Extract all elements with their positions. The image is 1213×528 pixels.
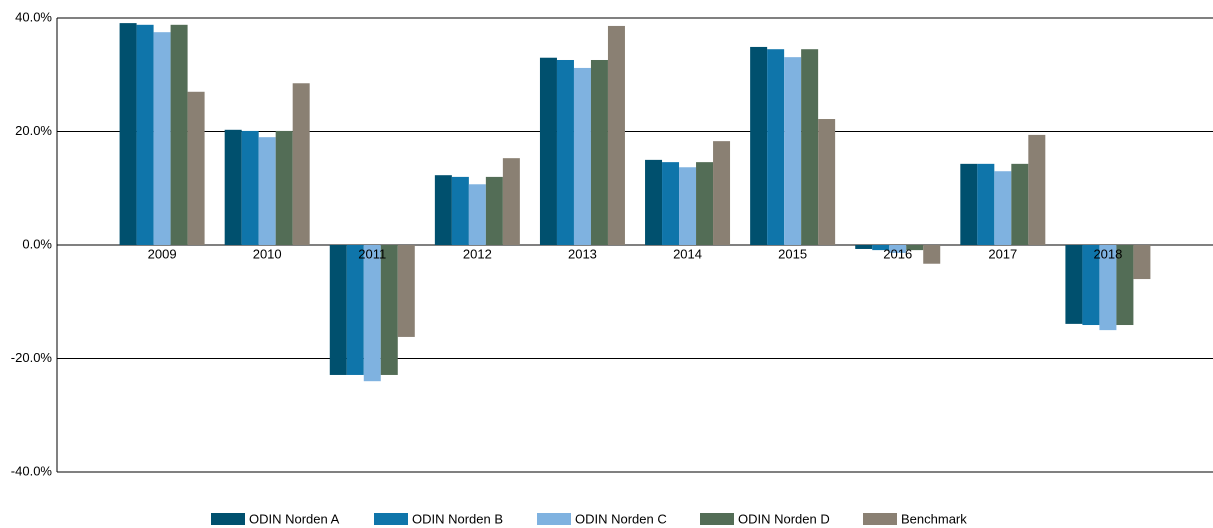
bar xyxy=(960,163,978,245)
bar xyxy=(224,129,242,245)
bar xyxy=(539,57,557,245)
y-tick-label: 40.0% xyxy=(15,9,52,24)
bar xyxy=(363,245,381,382)
bar xyxy=(679,167,697,245)
y-tick-label: -20.0% xyxy=(11,350,53,365)
bar xyxy=(767,49,785,246)
bar xyxy=(241,130,259,245)
bar xyxy=(397,245,415,337)
y-tick-label: -40.0% xyxy=(11,463,53,478)
bar xyxy=(434,175,452,245)
x-tick-label: 2016 xyxy=(883,246,912,261)
bar xyxy=(1028,134,1046,245)
bar xyxy=(136,24,154,246)
y-tick-label: 20.0% xyxy=(15,123,52,138)
x-tick-label: 2012 xyxy=(463,246,492,261)
y-tick-label: 0.0% xyxy=(22,236,52,251)
bar xyxy=(187,91,205,246)
bar xyxy=(994,171,1012,245)
legend-label: Benchmark xyxy=(901,511,967,526)
bar xyxy=(872,245,890,251)
bar xyxy=(923,245,941,264)
bar xyxy=(590,59,608,246)
bar xyxy=(906,245,924,251)
legend-swatch xyxy=(700,513,734,525)
bar xyxy=(977,163,995,245)
bar xyxy=(346,245,364,375)
legend-label: ODIN Norden C xyxy=(575,511,667,526)
legend-label: ODIN Norden D xyxy=(738,511,830,526)
bar xyxy=(329,245,347,375)
legend-swatch xyxy=(374,513,408,525)
x-tick-label: 2014 xyxy=(673,246,702,261)
legend-label: ODIN Norden A xyxy=(249,511,340,526)
x-tick-label: 2013 xyxy=(568,246,597,261)
bar xyxy=(818,119,836,245)
bar xyxy=(380,245,398,375)
bar xyxy=(573,67,591,245)
bar xyxy=(1011,163,1029,245)
bar xyxy=(468,184,486,245)
bar xyxy=(713,141,731,245)
legend-swatch xyxy=(537,513,571,525)
bar xyxy=(119,23,137,246)
bar xyxy=(275,130,293,245)
x-tick-label: 2009 xyxy=(148,246,177,261)
bar xyxy=(750,46,768,245)
bar xyxy=(1133,245,1151,280)
bar xyxy=(662,162,680,245)
bar xyxy=(801,49,819,246)
x-tick-label: 2017 xyxy=(988,246,1017,261)
bar xyxy=(1116,245,1134,326)
bar xyxy=(485,176,503,245)
bar xyxy=(696,162,714,245)
bar xyxy=(855,245,873,249)
bar xyxy=(1099,245,1117,331)
bar xyxy=(1082,245,1100,326)
x-tick-label: 2018 xyxy=(1093,246,1122,261)
legend-swatch xyxy=(211,513,245,525)
bar xyxy=(258,137,276,245)
legend-swatch xyxy=(863,513,897,525)
x-tick-label: 2010 xyxy=(253,246,282,261)
bar xyxy=(784,57,802,245)
bar xyxy=(502,158,520,245)
bar xyxy=(889,245,907,253)
bar xyxy=(292,83,310,245)
bar xyxy=(645,159,663,245)
legend-label: ODIN Norden B xyxy=(412,511,503,526)
x-tick-label: 2011 xyxy=(358,246,386,261)
bar xyxy=(556,59,574,246)
bar xyxy=(170,24,188,246)
bar xyxy=(607,25,625,245)
bar xyxy=(451,176,469,245)
x-tick-label: 2015 xyxy=(778,246,807,261)
bar xyxy=(1065,245,1083,324)
bar xyxy=(153,32,171,245)
